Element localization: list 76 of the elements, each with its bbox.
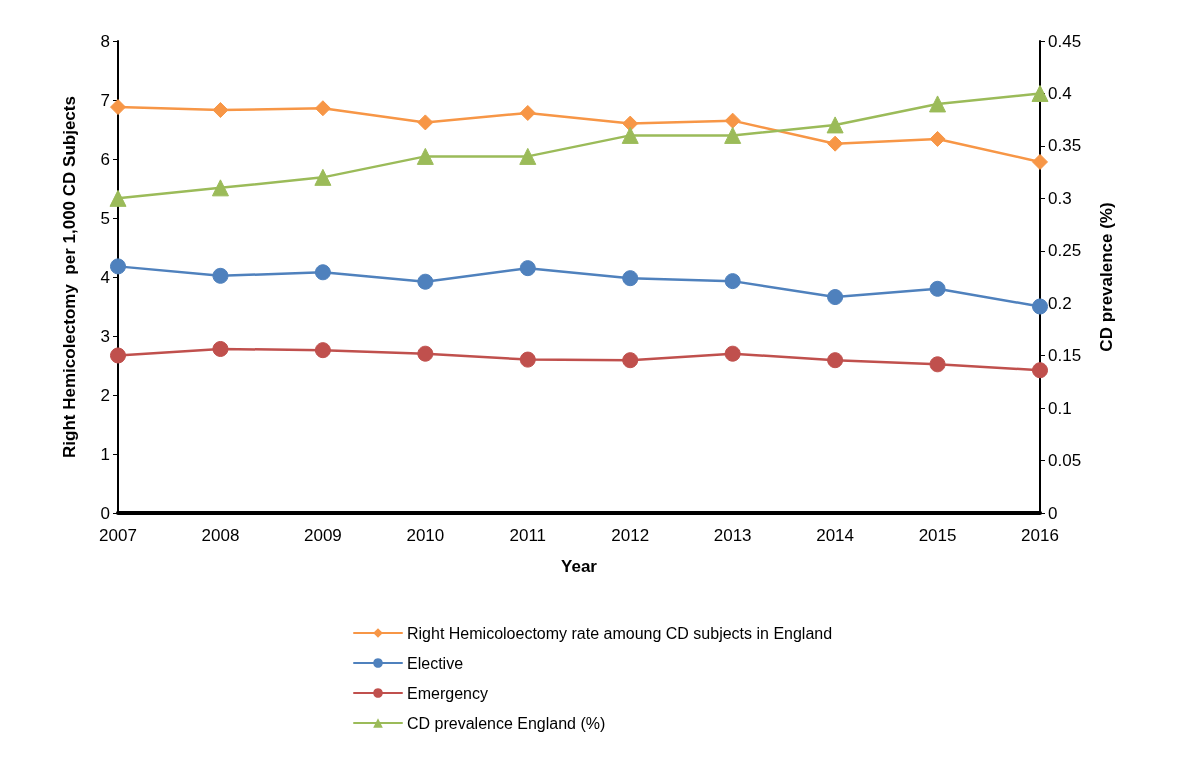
point (621, 126, 639, 144)
point (929, 95, 947, 113)
point (314, 264, 331, 281)
point (212, 340, 229, 357)
point (827, 289, 844, 306)
x-axis-title: Year (561, 557, 598, 576)
legend-label: CD prevalence England (%) (407, 714, 606, 732)
y-tick-label: 8 (100, 31, 110, 51)
y-tick-label: 6 (100, 149, 110, 169)
point (519, 147, 537, 165)
point (212, 267, 229, 284)
x-tick-label: 2015 (918, 526, 957, 545)
y-tick-label: 1 (100, 444, 110, 464)
legend-label: Emergency (407, 684, 488, 702)
x-tick-label: 2011 (509, 526, 547, 545)
y2-tick-label: 0.2 (1048, 293, 1072, 313)
point (1032, 153, 1048, 170)
point (827, 135, 844, 152)
y2-tick-label: 0 (1048, 503, 1058, 523)
point (622, 115, 639, 132)
point (1032, 298, 1048, 315)
point (519, 351, 536, 368)
legend-label: Elective (407, 654, 464, 672)
point (1032, 362, 1048, 379)
point (314, 168, 332, 186)
y-axis-title: Right Hemicolectomy per 1,000 CD Subjects (60, 96, 79, 458)
x-tick-label: 2012 (611, 526, 650, 545)
y2-tick-label: 0.25 (1048, 241, 1082, 261)
point (519, 104, 536, 121)
point (110, 99, 126, 116)
point (416, 147, 434, 165)
point (622, 270, 639, 287)
x-tick-label: 2014 (816, 526, 855, 545)
y-tick-label: 4 (100, 267, 110, 287)
point (519, 260, 536, 277)
y2-tick-label: 0.4 (1048, 83, 1072, 103)
point (724, 112, 741, 129)
point (109, 189, 127, 207)
point (417, 114, 434, 131)
x-tick-label: 2007 (99, 526, 137, 545)
point (212, 102, 229, 119)
legend-label: Right Hemicoloectomy rate amoung CD subjects in England (407, 624, 833, 642)
point (110, 347, 126, 364)
point (724, 273, 741, 290)
point (929, 130, 946, 147)
y-tick-label: 5 (100, 208, 110, 228)
y-tick-label: 3 (100, 326, 110, 346)
y2-tick-label: 0.1 (1048, 398, 1072, 418)
point (724, 345, 741, 362)
y2-tick-label: 0.15 (1048, 346, 1082, 366)
point (211, 179, 229, 197)
point (417, 273, 434, 290)
x-tick-label: 2008 (201, 526, 240, 545)
point (826, 116, 844, 134)
point (417, 345, 434, 362)
point (724, 126, 742, 144)
point (314, 100, 331, 117)
y2-axis-title: CD prevalence (%) (1097, 202, 1116, 352)
y2-tick-label: 0.05 (1048, 451, 1082, 471)
y-tick-label: 2 (100, 385, 110, 405)
x-tick-label: 2009 (303, 526, 342, 545)
y2-tick-label: 0.35 (1048, 136, 1082, 156)
point (929, 280, 946, 297)
x-tick-label: 2010 (406, 526, 445, 545)
y2-tick-label: 0.45 (1048, 31, 1082, 51)
point (110, 258, 126, 275)
x-tick-label: 2016 (1021, 526, 1059, 545)
point (314, 342, 331, 359)
point (827, 352, 844, 369)
x-tick-label: 2013 (713, 526, 752, 545)
point (1031, 84, 1049, 102)
y-tick-label: 7 (100, 90, 110, 110)
y-tick-label: 0 (100, 503, 110, 523)
point (929, 356, 946, 373)
y2-tick-label: 0.3 (1048, 188, 1072, 208)
point (622, 352, 639, 369)
